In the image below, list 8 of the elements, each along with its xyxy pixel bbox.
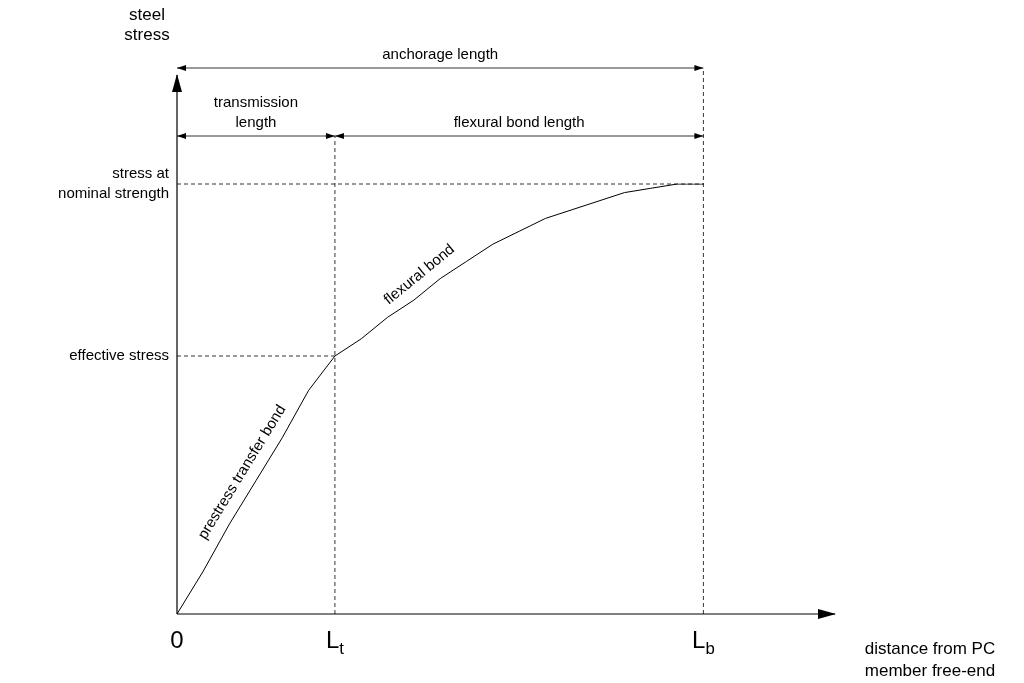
- text: stress at nominal strength: [58, 164, 170, 202]
- x-axis-title: distance from PC member free-end: [864, 639, 996, 680]
- text: effective stress: [69, 346, 169, 364]
- text: steel stress: [124, 5, 170, 44]
- text: transmission length: [213, 93, 299, 130]
- text: anchorage length: [382, 45, 499, 62]
- x-tick-label: 0: [170, 626, 184, 653]
- text: flexural bond length: [453, 113, 585, 130]
